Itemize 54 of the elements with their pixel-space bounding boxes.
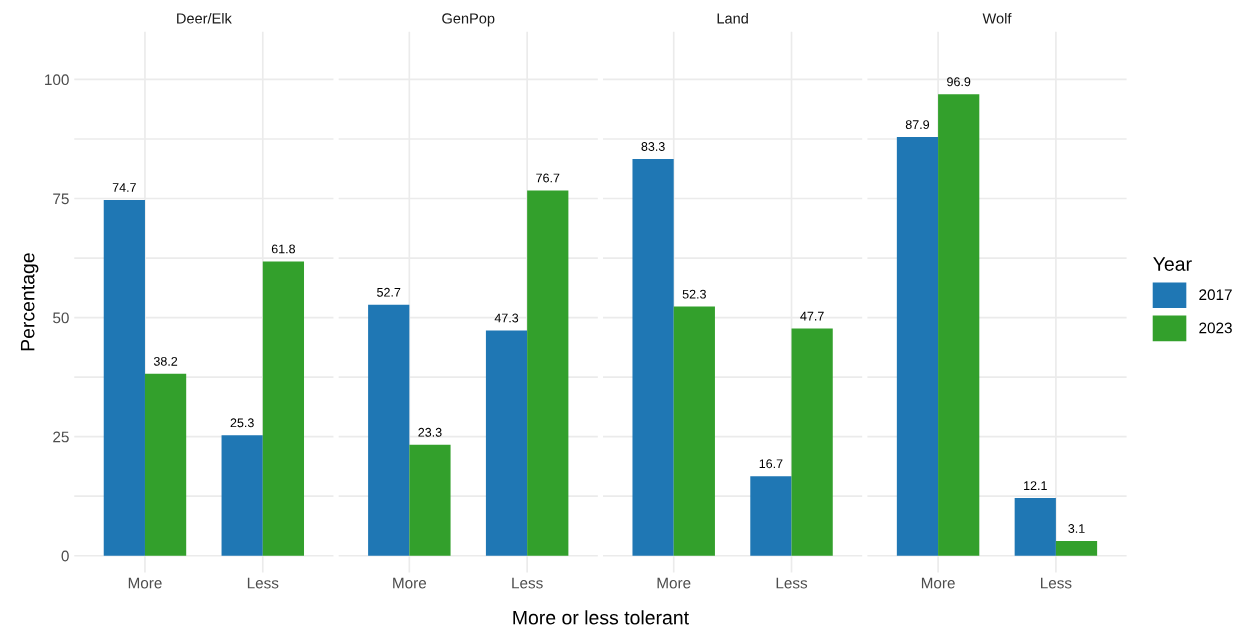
data-label: 23.3	[418, 427, 442, 437]
y-tick-label: 0	[61, 550, 69, 562]
bar	[632, 158, 674, 556]
y-axis-title: Percentage	[20, 253, 39, 351]
y-tick-label: 25	[53, 431, 69, 443]
chart-title: Wolf	[982, 12, 1012, 24]
bar	[1055, 540, 1098, 556]
data-label: 38.2	[153, 356, 178, 366]
x-tick-label: Less	[776, 577, 808, 589]
data-label: 74.7	[112, 183, 136, 192]
legend-label: 2023	[1199, 322, 1232, 334]
x-tick-label: Less	[247, 577, 279, 589]
bar	[750, 476, 792, 556]
bar	[527, 190, 569, 556]
x-tick-label: More	[393, 577, 427, 589]
data-label: 76.7	[536, 173, 560, 183]
data-label: 12.1	[1024, 481, 1047, 490]
data-label: 52.7	[377, 287, 401, 297]
data-label: 25.3	[230, 418, 254, 428]
data-label: 87.9	[905, 120, 930, 130]
x-axis-title: More or less tolerant	[513, 610, 689, 625]
y-tick-label: 100	[45, 74, 69, 86]
bar	[262, 261, 305, 556]
y-tick-label: 50	[53, 312, 69, 324]
data-label: 3.1	[1068, 524, 1085, 533]
x-tick-label: Less	[512, 577, 543, 589]
legend-title: Year	[1153, 257, 1192, 271]
bar	[673, 306, 715, 556]
bar	[368, 304, 410, 556]
data-label: 96.9	[947, 77, 971, 87]
legend-label: 2017	[1199, 289, 1232, 301]
data-label: 52.3	[682, 289, 706, 299]
bar	[485, 330, 528, 556]
data-label: 61.8	[271, 244, 296, 254]
data-label: 47.3	[494, 313, 519, 323]
bar	[1014, 498, 1056, 556]
data-label: 16.7	[759, 459, 783, 469]
bar	[938, 94, 980, 556]
x-tick-label: More	[128, 577, 162, 589]
data-label: 47.7	[800, 311, 824, 321]
bar	[791, 328, 833, 556]
bar	[409, 444, 451, 556]
y-tick-label: 75	[53, 193, 69, 205]
bar	[896, 137, 939, 556]
x-tick-label: More	[921, 577, 955, 589]
chart-title: Deer/Elk	[177, 12, 232, 24]
bar	[221, 435, 263, 556]
x-tick-label: More	[657, 577, 691, 589]
x-tick-label: Less	[1041, 577, 1072, 589]
chart-title: GenPop	[442, 13, 495, 27]
chart-title: Land	[717, 12, 748, 24]
bar	[144, 373, 187, 556]
bar	[103, 199, 145, 556]
data-label: 83.3	[641, 142, 665, 151]
